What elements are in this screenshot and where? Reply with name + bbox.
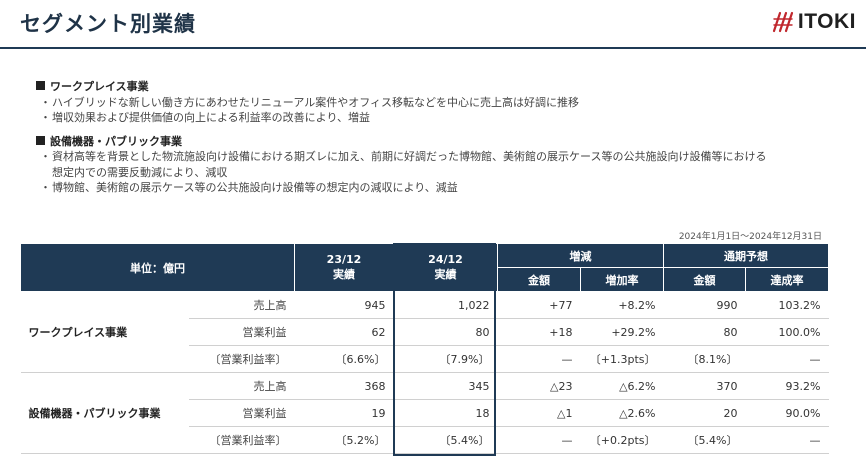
forecast-rate: 103.2% [745, 291, 829, 319]
prev-value: 19 [294, 399, 394, 427]
curr-value: 18 [393, 399, 498, 427]
curr-value: 345 [393, 372, 498, 400]
change-amount: +18 [497, 318, 581, 346]
header-unit: 単位：億円 [20, 243, 295, 292]
metric-label: 〔営業利益率〕 [188, 345, 295, 373]
forecast-amount: 80 [663, 318, 746, 346]
note-heading-workplace: ワークプレイス事業 [36, 79, 776, 95]
metric-label: 売上高 [188, 291, 295, 319]
change-rate: 〔+0.2pts〕 [580, 426, 664, 454]
table-row: 営業利益 19 18 △1 △2.6% 20 90.0% [21, 399, 829, 427]
table-row: ワークプレイス事業 売上高 945 1,022 +77 +8.2% 990 10… [20, 291, 829, 373]
prev-value: 〔6.6%〕 [294, 345, 394, 373]
itoki-logo-mark-icon [772, 11, 793, 33]
header-prev-year: 23/12 実績 [294, 243, 394, 292]
note-bullet: ・ハイブリッドな新しい働き方にあわせたリニューアル案件やオフィス移転などを中心に… [40, 95, 580, 109]
forecast-rate: 93.2% [745, 372, 829, 400]
page-title: セグメント別業績 [20, 12, 196, 36]
prev-value: 368 [294, 372, 394, 400]
header-change-rate: 増加率 [580, 267, 664, 292]
metric-label: 〔営業利益率〕 [188, 426, 295, 454]
table-row: 設備機器・パブリック事業 売上高 368 345 △23 △6.2% 370 9… [20, 372, 829, 454]
note-bullet: ・博物館、美術館の展示ケース等の公共施設向け設備等の想定内の減収により、減益 [40, 181, 458, 194]
change-rate: △2.6% [580, 399, 664, 427]
metric-label: 売上高 [188, 372, 295, 400]
change-amount: △1 [497, 399, 581, 427]
metric-label: 営業利益 [188, 399, 295, 427]
logo-text: ITOKI [797, 10, 856, 33]
change-rate: 〔+1.3pts〕 [580, 345, 664, 373]
prev-value: 945 [294, 291, 394, 319]
curr-value: 80 [393, 318, 498, 346]
header-forecast-amount: 金額 [663, 267, 746, 292]
note-heading-equipment: 設備機器・パブリック事業 [36, 134, 776, 150]
change-amount: — [497, 426, 581, 454]
curr-value: 1,022 [393, 291, 498, 319]
forecast-rate: 100.0% [745, 318, 829, 346]
forecast-rate: 90.0% [745, 399, 829, 427]
note-bullet: ・増収効果および提供価値の向上による利益率の改善により、増益 [40, 111, 371, 124]
period-label: 2024年1月1日〜2024年12月31日 [678, 232, 822, 242]
forecast-amount: 20 [663, 399, 746, 427]
table-row: 営業利益 62 80 +18 +29.2% 80 100.0% [21, 318, 829, 346]
change-amount: △23 [497, 372, 581, 400]
change-rate: △6.2% [580, 372, 664, 400]
page-header: セグメント別業績 ITOKI [0, 0, 866, 50]
header-change: 増減 [497, 243, 664, 268]
header-curr-year: 24/12 実績 [393, 243, 498, 292]
curr-value: 〔7.9%〕 [393, 345, 498, 373]
forecast-amount: 〔8.1%〕 [663, 345, 746, 373]
prev-value: 62 [294, 318, 394, 346]
change-amount: +77 [497, 291, 581, 319]
company-logo: ITOKI [772, 10, 856, 34]
segment-notes: ワークプレイス事業 ・ハイブリッドな新しい働き方にあわせたリニューアル案件やオフ… [36, 79, 776, 196]
forecast-amount: 990 [663, 291, 746, 319]
segment-name: 設備機器・パブリック事業 [20, 372, 189, 454]
segment-name: ワークプレイス事業 [20, 291, 189, 373]
change-rate: +29.2% [580, 318, 664, 346]
prev-value: 〔5.2%〕 [294, 426, 394, 454]
segment-results-table: 単位：億円 23/12 実績 24/12 実績 増減 通期予想 金額 増加率 金額 … [20, 243, 829, 454]
table-row: 〔営業利益率〕 〔5.2%〕 〔5.4%〕 — 〔+0.2pts〕 〔5.4%〕… [21, 426, 829, 454]
header-forecast: 通期予想 [663, 243, 829, 268]
change-rate: +8.2% [580, 291, 664, 319]
note-bullet: ・資材高等を背景とした物流施設向け設備における期ズレに加え、前期に好調だった博物… [40, 150, 767, 179]
change-amount: — [497, 345, 581, 373]
header-change-amount: 金額 [497, 267, 581, 292]
forecast-rate: — [745, 345, 829, 373]
curr-value: 〔5.4%〕 [393, 426, 498, 454]
square-bullet-icon [36, 81, 45, 90]
metric-label: 営業利益 [188, 318, 295, 346]
forecast-amount: 〔5.4%〕 [663, 426, 746, 454]
square-bullet-icon [36, 135, 45, 145]
table-row: 〔営業利益率〕 〔6.6%〕 〔7.9%〕 — 〔+1.3pts〕 〔8.1%〕… [21, 345, 829, 373]
header-forecast-rate: 達成率 [745, 267, 829, 292]
header-divider [0, 47, 866, 49]
forecast-rate: — [745, 426, 829, 454]
forecast-amount: 370 [663, 372, 746, 400]
